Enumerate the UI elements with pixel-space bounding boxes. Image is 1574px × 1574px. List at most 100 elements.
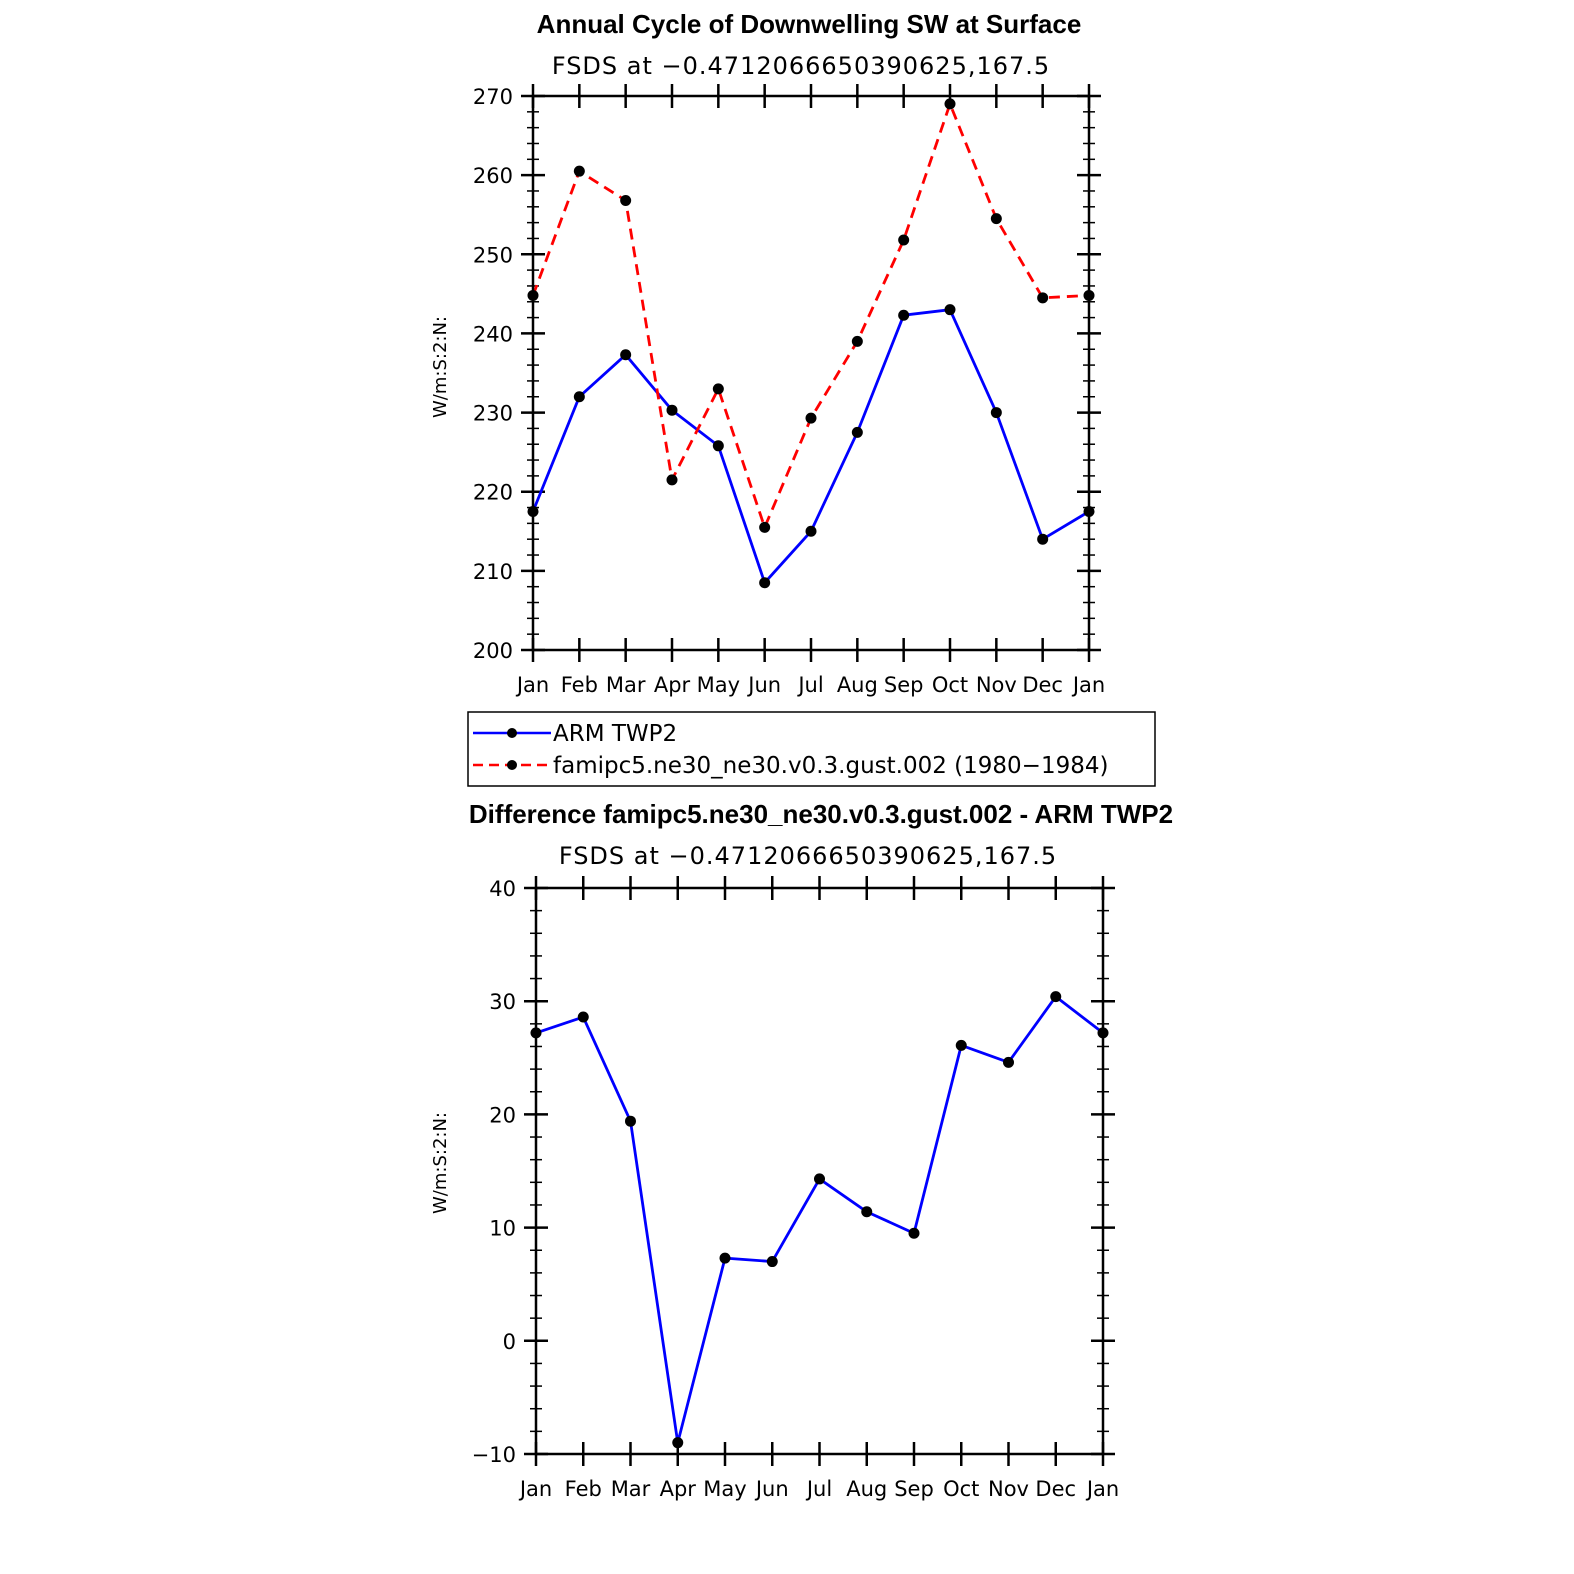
x-tick-label: Jun (754, 1477, 789, 1501)
bottom-chart-series (535, 994, 1104, 1444)
bottom-chart-ticks (524, 876, 1115, 1466)
y-tick-label: 40 (489, 877, 516, 901)
bottom-chart-title: Difference famipc5.ne30_ne30.v0.3.gust.0… (469, 799, 1173, 829)
x-tick-label: Feb (561, 673, 598, 697)
x-tick-label: Dec (1022, 673, 1063, 697)
x-tick-label: Apr (660, 1477, 697, 1501)
x-tick-label: Aug (846, 1477, 887, 1501)
data-point (666, 404, 678, 416)
data-point (990, 407, 1002, 419)
x-tick-label: Dec (1035, 1477, 1076, 1501)
bottom-chart-frame (534, 886, 1105, 1456)
x-tick-label: Nov (976, 673, 1017, 697)
x-tick-label: Aug (837, 673, 878, 697)
x-tick-label: Jan (515, 673, 549, 697)
data-point (766, 1256, 778, 1268)
data-point (851, 426, 863, 438)
x-tick-label: Oct (943, 1477, 979, 1501)
x-tick-label: Oct (932, 673, 968, 697)
data-point (620, 194, 632, 206)
data-point (719, 1252, 731, 1264)
bottom-chart-y-tick-labels: −10 0 10 20 30 40 (472, 877, 516, 1467)
y-tick-label: 210 (473, 560, 513, 584)
y-tick-label: 250 (473, 243, 513, 267)
data-point (759, 521, 771, 533)
y-tick-label: 260 (473, 164, 513, 188)
y-tick-label: 200 (473, 639, 513, 663)
x-tick-label: Jan (1085, 1477, 1119, 1501)
x-tick-label: Jul (796, 673, 823, 697)
top-chart-series (531, 99, 1090, 586)
data-point (944, 98, 956, 110)
x-tick-label: Apr (654, 673, 691, 697)
x-tick-label: Nov (988, 1477, 1029, 1501)
series-line-0 (531, 308, 1090, 586)
top-chart-points (527, 98, 1095, 589)
data-point (712, 440, 724, 452)
data-point (620, 349, 632, 361)
bottom-chart-subtitle: FSDS at −0.4712066650390625,167.5 (559, 842, 1057, 870)
y-tick-label: 220 (473, 481, 513, 505)
data-point (577, 1011, 589, 1023)
series-line-0 (535, 994, 1104, 1444)
top-chart-y-tick-labels: 200 210 220 230 240 250 260 270 (473, 85, 513, 663)
data-point (1037, 533, 1049, 545)
bottom-chart-x-tick-labels: Jan Feb Mar Apr May Jun Jul Aug Sep Oct Nov Dec Jan (518, 1477, 1119, 1501)
data-point (814, 1173, 825, 1185)
top-chart: Annual Cycle of Downwelling SW at Surfac… (430, 9, 1105, 697)
y-tick-label: 30 (489, 990, 516, 1014)
data-point (1050, 991, 1062, 1003)
top-chart-title: Annual Cycle of Downwelling SW at Surfac… (537, 9, 1082, 39)
data-point (908, 1227, 920, 1239)
legend: ARM TWP2 famipc5.ne30_ne30.v0.3.gust.002… (467, 711, 1156, 787)
data-point (672, 1437, 684, 1449)
y-tick-label: 0 (503, 1330, 516, 1354)
y-tick-label: 270 (473, 85, 513, 109)
data-point (573, 165, 585, 177)
y-tick-label: 230 (473, 402, 513, 426)
top-chart-x-tick-labels: Jan Feb Mar Apr May Jun Jul Aug Sep Oct Nov Dec Jan (515, 673, 1105, 697)
data-point (898, 309, 910, 321)
x-tick-label: Sep (884, 673, 924, 697)
data-point (625, 1115, 636, 1127)
legend-label-model: famipc5.ne30_ne30.v0.3.gust.002 (1980−19… (553, 753, 1108, 779)
legend-box (467, 711, 1156, 787)
bottom-chart-points (530, 991, 1109, 1449)
legend-marker-arm (507, 728, 517, 738)
y-tick-label: 10 (489, 1217, 516, 1241)
x-tick-label: May (703, 1477, 746, 1501)
legend-marker-model (507, 760, 517, 770)
data-point (1003, 1056, 1014, 1068)
top-chart-ylabel: W/m:S:2:N: (430, 316, 451, 418)
data-point (805, 412, 817, 424)
x-tick-label: Jun (746, 673, 781, 697)
bottom-chart: Difference famipc5.ne30_ne30.v0.3.gust.0… (430, 799, 1173, 1501)
data-point (1037, 292, 1049, 304)
data-point (573, 391, 585, 403)
x-tick-label: May (697, 673, 740, 697)
data-point (712, 383, 724, 395)
data-point (666, 474, 678, 486)
legend-label-arm: ARM TWP2 (553, 721, 677, 747)
top-chart-subtitle: FSDS at −0.4712066650390625,167.5 (552, 52, 1050, 80)
y-tick-label: 20 (489, 1103, 516, 1127)
data-point (955, 1039, 967, 1051)
data-point (990, 213, 1002, 225)
x-tick-label: Sep (894, 1477, 934, 1501)
data-point (944, 304, 956, 316)
x-tick-label: Jan (518, 1477, 552, 1501)
data-point (861, 1206, 873, 1218)
bottom-chart-ylabel: W/m:S:2:N: (430, 1112, 451, 1214)
data-point (851, 335, 863, 347)
data-point (805, 525, 817, 537)
y-tick-label: 240 (473, 322, 513, 346)
x-tick-label: Jul (805, 1477, 832, 1501)
x-tick-label: Feb (565, 1477, 602, 1501)
x-tick-label: Mar (611, 1477, 651, 1501)
data-point (898, 234, 910, 246)
x-tick-label: Jan (1071, 673, 1105, 697)
data-point (759, 577, 771, 589)
y-tick-label: −10 (472, 1443, 516, 1467)
top-chart-frame (531, 94, 1091, 652)
series-line-1 (531, 99, 1090, 532)
